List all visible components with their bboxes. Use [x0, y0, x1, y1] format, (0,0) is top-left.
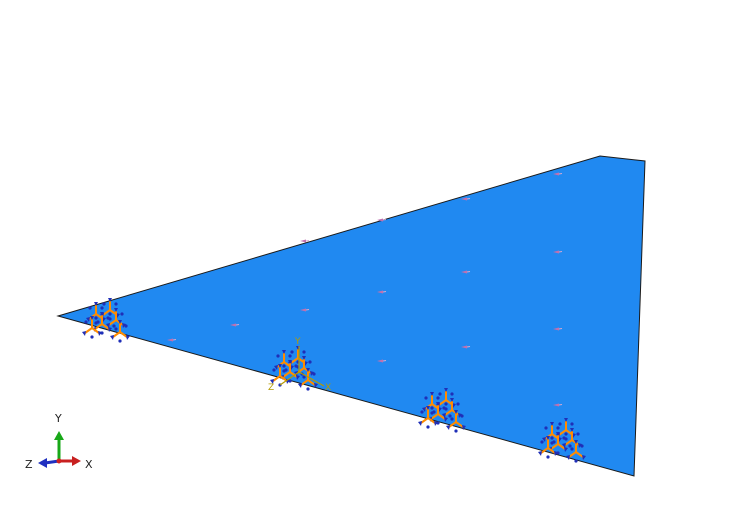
local-csys: Y Z X — [268, 337, 331, 393]
triad-z-label: Z — [25, 458, 33, 471]
shell-part[interactable] — [56, 155, 646, 477]
triad-y-label: Y — [54, 412, 62, 425]
local-csys-y-label: Y — [294, 337, 301, 347]
local-csys-x-label: X — [325, 383, 331, 393]
view-triad: Y X Z — [25, 412, 93, 471]
triad-x-label: X — [85, 458, 93, 471]
local-csys-z-label: Z — [268, 383, 274, 393]
